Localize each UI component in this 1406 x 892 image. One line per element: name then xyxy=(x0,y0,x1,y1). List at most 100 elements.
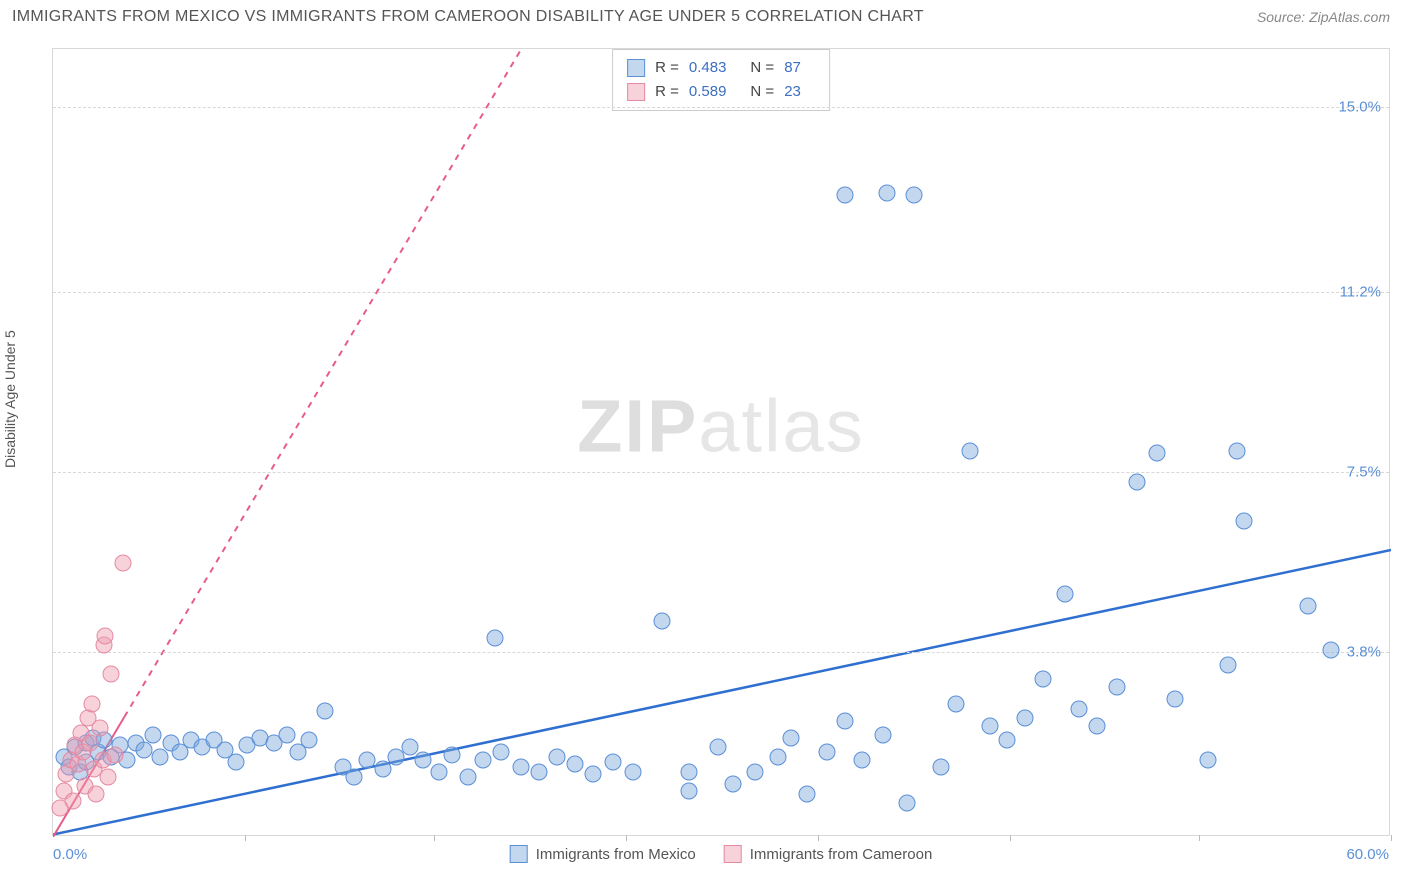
scatter-point-mexico xyxy=(301,732,318,749)
scatter-point-mexico xyxy=(1070,700,1087,717)
x-tick-mark xyxy=(1391,835,1392,841)
scatter-point-mexico xyxy=(513,758,530,775)
n-value-mexico: 87 xyxy=(784,56,801,80)
scatter-point-mexico xyxy=(836,187,853,204)
scatter-point-mexico xyxy=(899,795,916,812)
scatter-point-mexico xyxy=(999,732,1016,749)
swatch-pink-icon xyxy=(627,83,645,101)
regression-line-cameroon-dashed xyxy=(124,49,521,717)
scatter-point-mexico xyxy=(905,187,922,204)
scatter-point-mexico xyxy=(854,751,871,768)
stats-row-cameroon: R = 0.589 N = 23 xyxy=(627,80,815,104)
n-label: N = xyxy=(750,80,774,104)
scatter-point-mexico xyxy=(1166,690,1183,707)
scatter-point-mexico xyxy=(1057,586,1074,603)
gridline xyxy=(53,292,1389,293)
scatter-point-cameroon xyxy=(102,666,119,683)
source-label: Source: ZipAtlas.com xyxy=(1257,9,1390,25)
stats-box: R = 0.483 N = 87 R = 0.589 N = 23 xyxy=(612,49,830,111)
scatter-point-mexico xyxy=(1300,598,1317,615)
chart-container: Disability Age Under 5 ZIPatlas R = 0.48… xyxy=(0,30,1406,880)
scatter-point-mexico xyxy=(769,749,786,766)
scatter-point-cameroon xyxy=(84,695,101,712)
y-tick-label: 3.8% xyxy=(1347,644,1381,661)
scatter-point-mexico xyxy=(653,612,670,629)
scatter-point-cameroon xyxy=(107,746,124,763)
scatter-point-cameroon xyxy=(97,627,114,644)
scatter-point-mexico xyxy=(818,744,835,761)
scatter-point-mexico xyxy=(1128,474,1145,491)
scatter-point-mexico xyxy=(444,746,461,763)
scatter-point-mexico xyxy=(874,727,891,744)
scatter-point-mexico xyxy=(725,775,742,792)
scatter-point-mexico xyxy=(459,768,476,785)
scatter-point-mexico xyxy=(798,785,815,802)
swatch-blue-icon xyxy=(510,845,528,863)
n-label: N = xyxy=(750,56,774,80)
scatter-point-mexico xyxy=(747,763,764,780)
scatter-point-mexico xyxy=(836,712,853,729)
scatter-point-mexico xyxy=(961,442,978,459)
chart-title: IMMIGRANTS FROM MEXICO VS IMMIGRANTS FRO… xyxy=(12,8,924,26)
scatter-point-mexico xyxy=(604,754,621,771)
n-value-cameroon: 23 xyxy=(784,80,801,104)
scatter-point-mexico xyxy=(145,727,162,744)
gridline xyxy=(53,472,1389,473)
x-tick-mark xyxy=(1199,835,1200,841)
legend: Immigrants from Mexico Immigrants from C… xyxy=(510,845,933,863)
scatter-point-mexico xyxy=(981,717,998,734)
scatter-point-cameroon xyxy=(115,554,132,571)
scatter-point-cameroon xyxy=(88,785,105,802)
scatter-point-cameroon xyxy=(65,792,82,809)
y-tick-label: 7.5% xyxy=(1347,464,1381,481)
scatter-point-mexico xyxy=(624,763,641,780)
regression-line-mexico xyxy=(53,550,1391,835)
scatter-point-mexico xyxy=(1200,751,1217,768)
watermark: ZIPatlas xyxy=(577,384,864,469)
x-tick-mark xyxy=(626,835,627,841)
scatter-point-mexico xyxy=(152,749,169,766)
scatter-point-mexico xyxy=(1088,717,1105,734)
scatter-point-mexico xyxy=(493,744,510,761)
scatter-point-mexico xyxy=(531,763,548,780)
scatter-point-mexico xyxy=(548,749,565,766)
x-tick-min: 0.0% xyxy=(53,846,87,863)
r-label: R = xyxy=(655,56,679,80)
x-tick-mark xyxy=(1010,835,1011,841)
scatter-point-cameroon xyxy=(81,734,98,751)
y-tick-label: 11.2% xyxy=(1340,284,1381,301)
scatter-point-mexico xyxy=(783,729,800,746)
scatter-point-mexico xyxy=(680,783,697,800)
scatter-point-mexico xyxy=(279,727,296,744)
scatter-point-mexico xyxy=(948,695,965,712)
scatter-point-mexico xyxy=(1108,678,1125,695)
scatter-point-cameroon xyxy=(91,720,108,737)
scatter-point-mexico xyxy=(1322,642,1339,659)
swatch-blue-icon xyxy=(627,59,645,77)
r-value-mexico: 0.483 xyxy=(689,56,727,80)
gridline xyxy=(53,107,1389,108)
scatter-point-mexico xyxy=(932,758,949,775)
scatter-point-mexico xyxy=(1035,671,1052,688)
watermark-rest: atlas xyxy=(698,385,864,468)
scatter-point-mexico xyxy=(1229,442,1246,459)
scatter-point-mexico xyxy=(1235,513,1252,530)
scatter-point-mexico xyxy=(346,768,363,785)
y-axis-label: Disability Age Under 5 xyxy=(2,330,18,468)
scatter-point-mexico xyxy=(1148,445,1165,462)
scatter-point-cameroon xyxy=(99,768,116,785)
scatter-point-mexico xyxy=(317,702,334,719)
regression-lines xyxy=(53,49,1391,837)
plot-area: ZIPatlas R = 0.483 N = 87 R = 0.589 N = … xyxy=(52,48,1390,836)
x-tick-max: 60.0% xyxy=(1346,846,1389,863)
x-tick-mark xyxy=(245,835,246,841)
swatch-pink-icon xyxy=(724,845,742,863)
scatter-point-mexico xyxy=(1017,710,1034,727)
legend-label-mexico: Immigrants from Mexico xyxy=(536,846,696,863)
scatter-point-mexico xyxy=(486,630,503,647)
x-tick-mark xyxy=(818,835,819,841)
scatter-point-mexico xyxy=(584,766,601,783)
legend-item-mexico: Immigrants from Mexico xyxy=(510,845,696,863)
scatter-point-mexico xyxy=(430,763,447,780)
scatter-point-mexico xyxy=(1220,656,1237,673)
